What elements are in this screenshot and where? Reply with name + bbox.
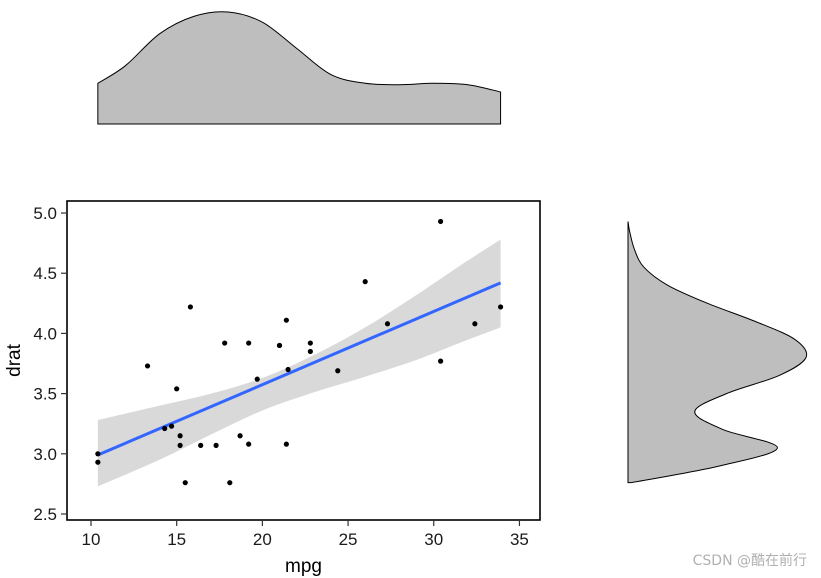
data-point (384, 321, 391, 327)
data-point (276, 342, 283, 349)
data-point (438, 218, 444, 225)
data-point (95, 451, 101, 457)
data-point (198, 442, 204, 448)
x-tick-label: 10 (82, 530, 101, 549)
data-point (254, 376, 260, 382)
right-density-curve (627, 221, 808, 484)
x-tick-label: 20 (253, 530, 272, 549)
data-point (95, 459, 101, 465)
data-point (362, 279, 368, 285)
data-point (438, 358, 444, 364)
data-point (174, 386, 180, 392)
y-tick-label: 3.5 (33, 385, 57, 404)
data-point (283, 317, 289, 323)
panel-border (66, 200, 541, 521)
top-density-curve (97, 11, 502, 125)
data-point (162, 425, 168, 432)
x-axis: 10 15 20 25 30 35 (82, 521, 529, 549)
data-point (177, 433, 183, 439)
x-tick-label: 30 (424, 530, 443, 549)
scatter-points (95, 218, 504, 486)
data-point (177, 442, 183, 448)
y-tick-label: 4.0 (33, 324, 57, 343)
data-point (213, 442, 219, 448)
data-point (246, 340, 252, 346)
y-axis-title: drat (4, 343, 25, 376)
x-tick-label: 35 (510, 530, 529, 549)
x-tick-label: 25 (339, 530, 358, 549)
data-point (182, 480, 188, 486)
data-point (307, 340, 313, 346)
data-point (187, 304, 193, 310)
main-plot-panel (66, 200, 541, 521)
watermark: CSDN @酷在前行 (692, 553, 807, 569)
data-point (222, 340, 228, 346)
data-point (246, 441, 252, 447)
x-tick-label: 15 (167, 530, 186, 549)
y-tick-label: 4.5 (33, 264, 57, 283)
y-tick-label: 2.5 (33, 505, 57, 524)
data-point (237, 433, 243, 439)
regression-line (97, 281, 502, 457)
data-point (472, 321, 478, 327)
data-point (144, 363, 151, 369)
data-point (285, 366, 291, 373)
y-tick-label: 5.0 (33, 204, 57, 223)
data-point (168, 423, 175, 429)
confidence-band (97, 239, 501, 487)
data-point (227, 480, 233, 486)
data-point (497, 304, 504, 310)
data-point (283, 441, 289, 447)
data-point (307, 348, 313, 355)
x-axis-title: mpg (285, 556, 322, 577)
y-axis: 2.5 3.0 3.5 4.0 4.5 5.0 (33, 204, 66, 524)
y-tick-label: 3.0 (33, 445, 57, 464)
data-point (335, 368, 341, 374)
